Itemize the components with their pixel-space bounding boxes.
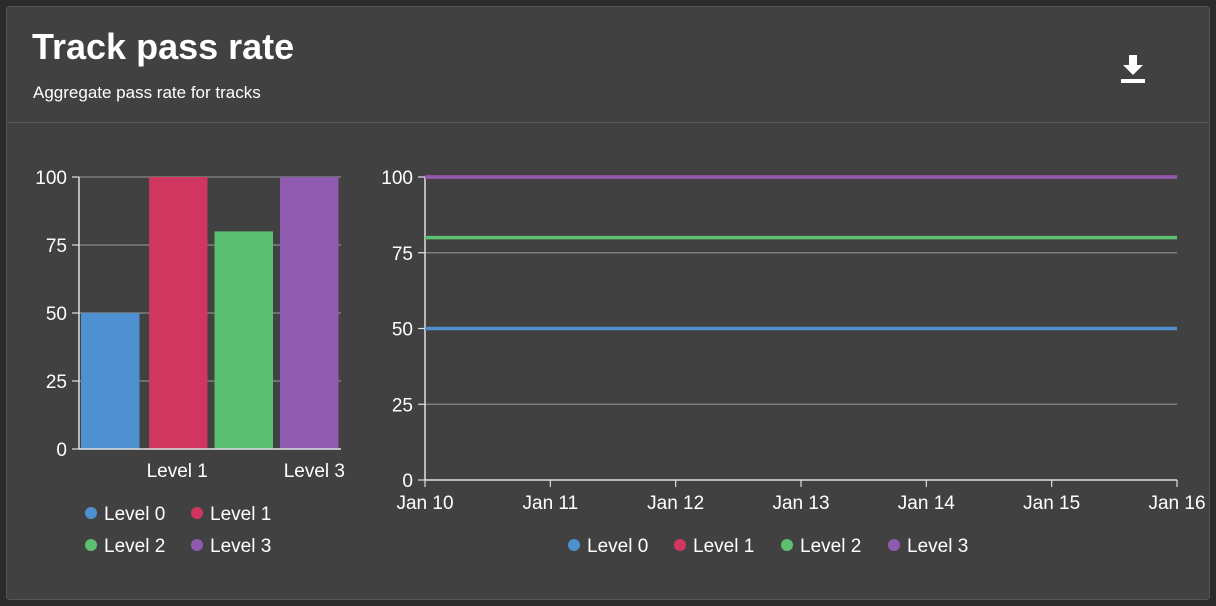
bar-legend-label: Level 3: [210, 536, 271, 557]
line-y-tick-label: 100: [381, 168, 413, 189]
bar-level-2: [214, 231, 273, 449]
line-legend-label: Level 1: [693, 536, 754, 557]
bar-y-tick-label: 25: [46, 372, 67, 393]
line-legend-label: Level 3: [907, 536, 968, 557]
line-x-tick-label: Jan 10: [396, 493, 453, 514]
bar-y-tick-label: 100: [35, 168, 67, 189]
bar-legend-label: Level 1: [210, 504, 271, 525]
bar-legend-label: Level 2: [104, 536, 165, 557]
line-legend-label: Level 2: [800, 536, 861, 557]
bar-x-tick-label: Level 3: [284, 461, 345, 482]
bar-legend-marker: [191, 539, 203, 551]
card-header: Track pass rate Aggregate pass rate for …: [7, 7, 1209, 123]
line-y-tick-label: 75: [392, 244, 413, 265]
line-x-tick-label: Jan 14: [898, 493, 955, 514]
bar-legend-marker: [85, 507, 97, 519]
bar-level-0: [81, 313, 140, 449]
download-button[interactable]: [1111, 47, 1155, 91]
line-x-tick-label: Jan 16: [1148, 493, 1205, 514]
bar-level-1: [149, 177, 208, 449]
bar-y-tick-label: 0: [56, 440, 67, 461]
line-y-tick-label: 0: [402, 471, 413, 492]
line-x-tick-label: Jan 11: [523, 493, 579, 514]
line-y-tick-label: 25: [392, 395, 413, 416]
bar-y-tick-label: 50: [46, 304, 67, 325]
download-icon: [1121, 55, 1145, 83]
line-y-tick-label: 50: [392, 320, 413, 341]
bar-legend-marker: [191, 507, 203, 519]
line-x-tick-label: Jan 15: [1023, 493, 1080, 514]
page-title: Track pass rate: [32, 26, 295, 67]
bar-x-tick-label: Level 1: [147, 461, 208, 482]
page-subtitle: Aggregate pass rate for tracks: [33, 83, 261, 102]
bar-y-tick-label: 75: [46, 236, 67, 257]
bar-legend-marker: [85, 539, 97, 551]
line-legend-marker: [781, 539, 793, 551]
line-x-tick-label: Jan 13: [772, 493, 829, 514]
line-legend-marker: [674, 539, 686, 551]
bar-level-3: [280, 177, 339, 449]
line-legend-marker: [568, 539, 580, 551]
line-legend-marker: [888, 539, 900, 551]
line-x-tick-label: Jan 12: [647, 493, 704, 514]
line-legend-label: Level 0: [587, 536, 648, 557]
bar-legend-label: Level 0: [104, 504, 165, 525]
